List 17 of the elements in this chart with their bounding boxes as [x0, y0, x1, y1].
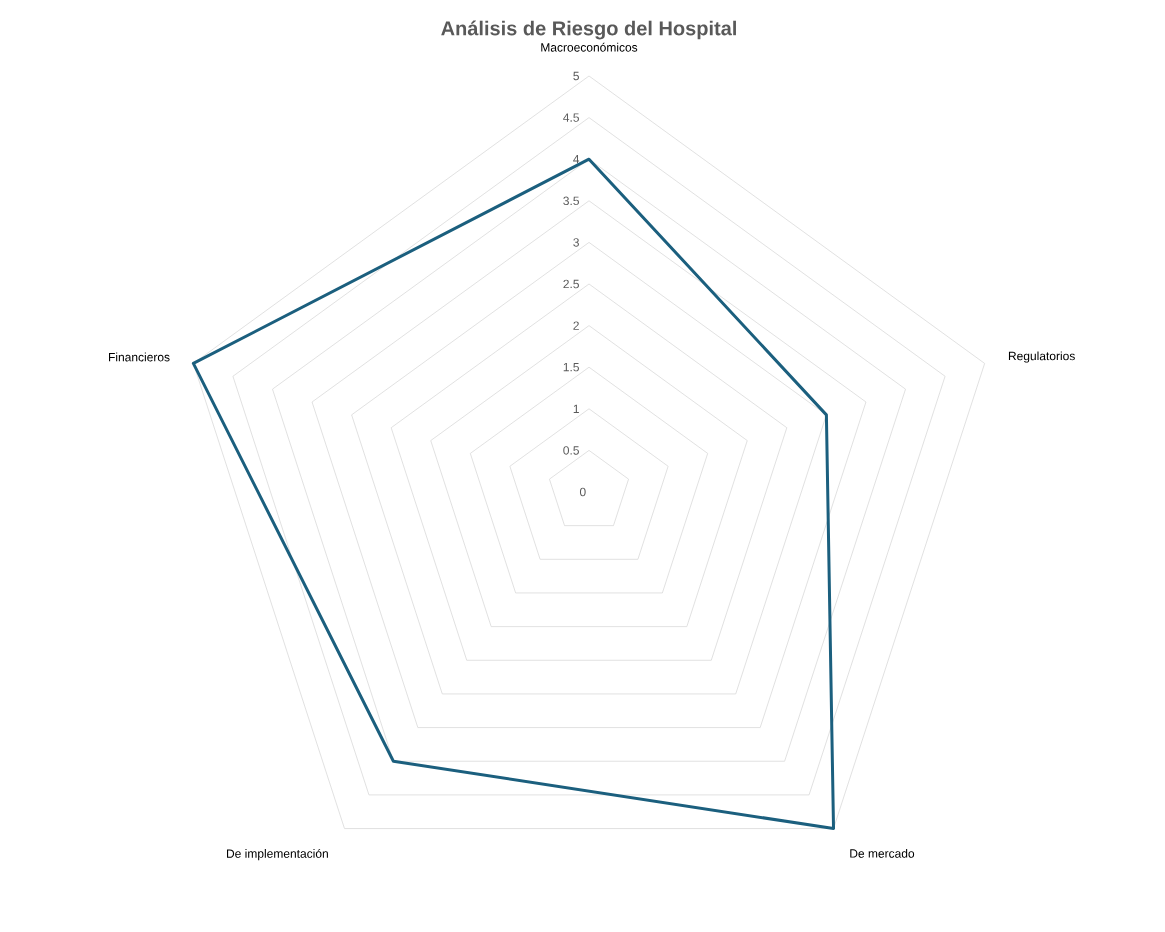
chart-title: Análisis de Riesgo del Hospital — [441, 20, 736, 40]
spoke-label: Regulatorios — [1008, 351, 1075, 363]
y-tick-label: 2.5 — [563, 279, 579, 289]
y-tick-label: 3.5 — [563, 196, 579, 206]
y-tick-label: 2 — [573, 321, 579, 330]
y-tick-label: 1 — [573, 404, 579, 413]
y-tick-label: 5 — [573, 71, 579, 81]
spoke-label: Macroeconómicos — [541, 42, 638, 52]
spoke-label: De mercado — [850, 848, 915, 858]
spoke-label: Financieros — [109, 352, 170, 362]
y-tick-label: 0 — [579, 487, 586, 497]
spoke-label: De implementación — [227, 848, 328, 861]
y-tick-label: 0.5 — [563, 446, 579, 455]
y-tick-label: 3 — [573, 238, 579, 247]
y-tick-label: 4 — [573, 155, 580, 164]
y-tick-label: 4.5 — [563, 113, 579, 122]
y-tick-label: 1.5 — [563, 363, 579, 372]
